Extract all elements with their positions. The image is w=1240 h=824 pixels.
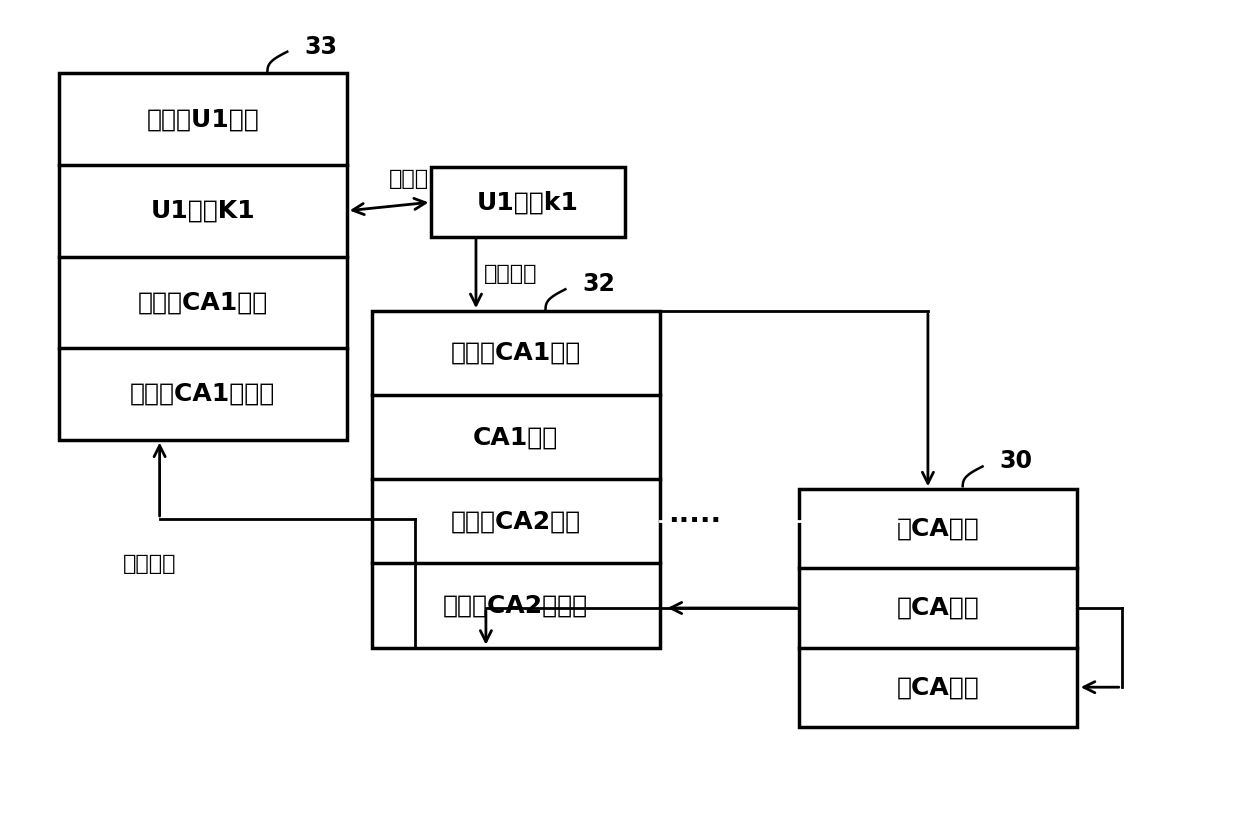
Text: ·····: ·····: [667, 508, 720, 536]
Text: 获取证书: 获取证书: [484, 264, 537, 284]
Text: 签发者CA2的签名: 签发者CA2的签名: [443, 593, 588, 617]
Text: 签发者CA2信息: 签发者CA2信息: [450, 509, 580, 533]
Text: 签发者CA1信息: 签发者CA1信息: [138, 290, 268, 315]
Bar: [372, 311, 660, 648]
Text: 验证签名: 验证签名: [123, 554, 176, 574]
Text: 根CA签名: 根CA签名: [897, 675, 980, 700]
Text: 32: 32: [583, 272, 615, 297]
Text: 30: 30: [999, 450, 1033, 474]
Text: CA1公钥: CA1公钥: [474, 425, 558, 449]
Text: 签发者CA1的签名: 签发者CA1的签名: [130, 382, 275, 406]
Text: 持有者U1信息: 持有者U1信息: [146, 107, 259, 131]
Bar: [799, 489, 1076, 727]
Text: U1公钥K1: U1公钥K1: [150, 199, 255, 222]
Text: 根CA公钥: 根CA公钥: [897, 596, 980, 620]
Text: 秘钥对: 秘钥对: [389, 169, 429, 189]
Text: 33: 33: [304, 35, 337, 59]
Text: 根CA信息: 根CA信息: [897, 517, 980, 541]
Bar: [432, 167, 625, 236]
Text: U1私钥k1: U1私钥k1: [477, 190, 579, 214]
Bar: [58, 73, 347, 440]
Text: 持有者CA1信息: 持有者CA1信息: [450, 341, 580, 365]
